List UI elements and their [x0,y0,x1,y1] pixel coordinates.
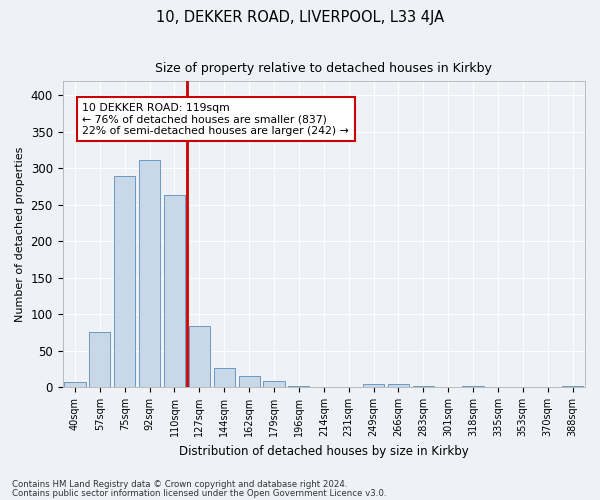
Text: 10, DEKKER ROAD, LIVERPOOL, L33 4JA: 10, DEKKER ROAD, LIVERPOOL, L33 4JA [156,10,444,25]
Bar [289,386,310,387]
Y-axis label: Number of detached properties: Number of detached properties [15,146,25,322]
Text: 10 DEKKER ROAD: 119sqm
← 76% of detached houses are smaller (837)
22% of semi-de: 10 DEKKER ROAD: 119sqm ← 76% of detached… [82,102,349,136]
Bar [139,160,160,387]
Bar [463,386,484,387]
Bar [562,386,583,387]
Bar [239,376,260,387]
Bar [164,196,185,387]
X-axis label: Distribution of detached houses by size in Kirkby: Distribution of detached houses by size … [179,444,469,458]
Text: Contains HM Land Registry data © Crown copyright and database right 2024.: Contains HM Land Registry data © Crown c… [12,480,347,489]
Bar [64,382,86,387]
Bar [388,384,409,387]
Bar [363,384,384,387]
Bar [114,176,136,387]
Bar [189,326,210,387]
Bar [413,386,434,387]
Bar [214,368,235,387]
Bar [263,380,284,387]
Text: Contains public sector information licensed under the Open Government Licence v3: Contains public sector information licen… [12,488,386,498]
Bar [89,332,110,387]
Title: Size of property relative to detached houses in Kirkby: Size of property relative to detached ho… [155,62,492,76]
